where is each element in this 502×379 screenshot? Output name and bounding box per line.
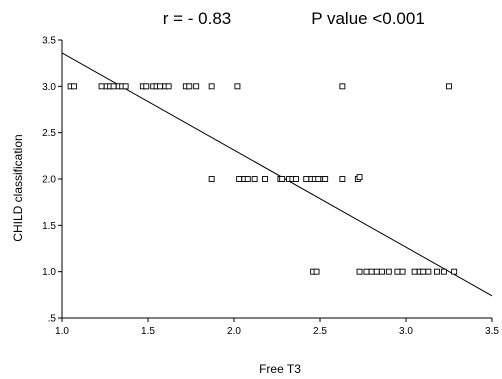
y-tick-label: 2.5 (42, 128, 56, 139)
data-point (394, 268, 401, 275)
axes (61, 40, 492, 319)
data-points (67, 83, 458, 275)
data-point (399, 268, 406, 275)
data-point (368, 268, 375, 275)
data-point (363, 268, 370, 275)
x-axis-ticks: 1.0 1.5 2.0 2.5 3.0 3.5 (55, 318, 499, 337)
data-point (208, 176, 215, 182)
data-point (193, 83, 200, 90)
data-point (411, 268, 418, 275)
data-point (262, 176, 268, 182)
data-point (186, 83, 193, 90)
x-tick-label: 2.5 (313, 326, 327, 337)
data-point (98, 83, 105, 90)
x-tick-label: 2.0 (227, 326, 241, 337)
y-axis-label: CHILD classification (11, 134, 25, 241)
data-point (71, 83, 77, 90)
regression-line-layer (61, 52, 493, 297)
x-axis-label: Free T3 (259, 362, 301, 376)
data-point (339, 83, 346, 90)
data-point (378, 268, 385, 275)
data-point (356, 268, 363, 275)
y-tick-label: 1.5 (42, 221, 56, 232)
y-tick-label: 3.0 (42, 82, 56, 93)
data-point (446, 83, 452, 90)
regression-line (61, 52, 493, 297)
x-tick-label: 1.5 (141, 326, 155, 337)
data-point (236, 176, 243, 182)
data-point (244, 176, 251, 182)
data-point (251, 176, 258, 182)
data-point (373, 268, 380, 275)
x-tick-label: 3.0 (399, 326, 413, 337)
data-point (165, 83, 172, 90)
data-point (157, 83, 163, 90)
y-tick-label: 3.5 (42, 36, 56, 47)
data-point (451, 268, 458, 275)
y-tick-label: 2.0 (42, 175, 56, 186)
y-tick-label: 1.0 (42, 267, 56, 278)
data-point (385, 268, 392, 275)
data-point (208, 83, 215, 90)
data-point (440, 268, 447, 275)
chart-title-correlation: r = - 0.83 (163, 9, 232, 28)
data-point (122, 83, 129, 90)
data-point (143, 83, 150, 90)
data-point (434, 268, 440, 275)
x-tick-label: 1.0 (55, 326, 69, 337)
y-tick-label: .5 (48, 314, 57, 325)
data-point (313, 268, 320, 275)
y-axis-ticks: .5 1.0 1.5 2.0 2.5 3.0 3.5 (42, 36, 62, 325)
data-point (315, 176, 322, 182)
data-point (356, 174, 363, 181)
data-point (279, 176, 286, 182)
data-point (292, 176, 299, 182)
data-point (425, 268, 432, 275)
chart-title-p-value: P value <0.001 (311, 9, 425, 28)
data-point (234, 83, 241, 90)
data-point (110, 83, 117, 90)
data-point (420, 268, 427, 275)
data-point (339, 176, 346, 182)
data-point (303, 176, 310, 182)
data-point (322, 176, 329, 182)
x-tick-label: 3.5 (485, 326, 499, 337)
